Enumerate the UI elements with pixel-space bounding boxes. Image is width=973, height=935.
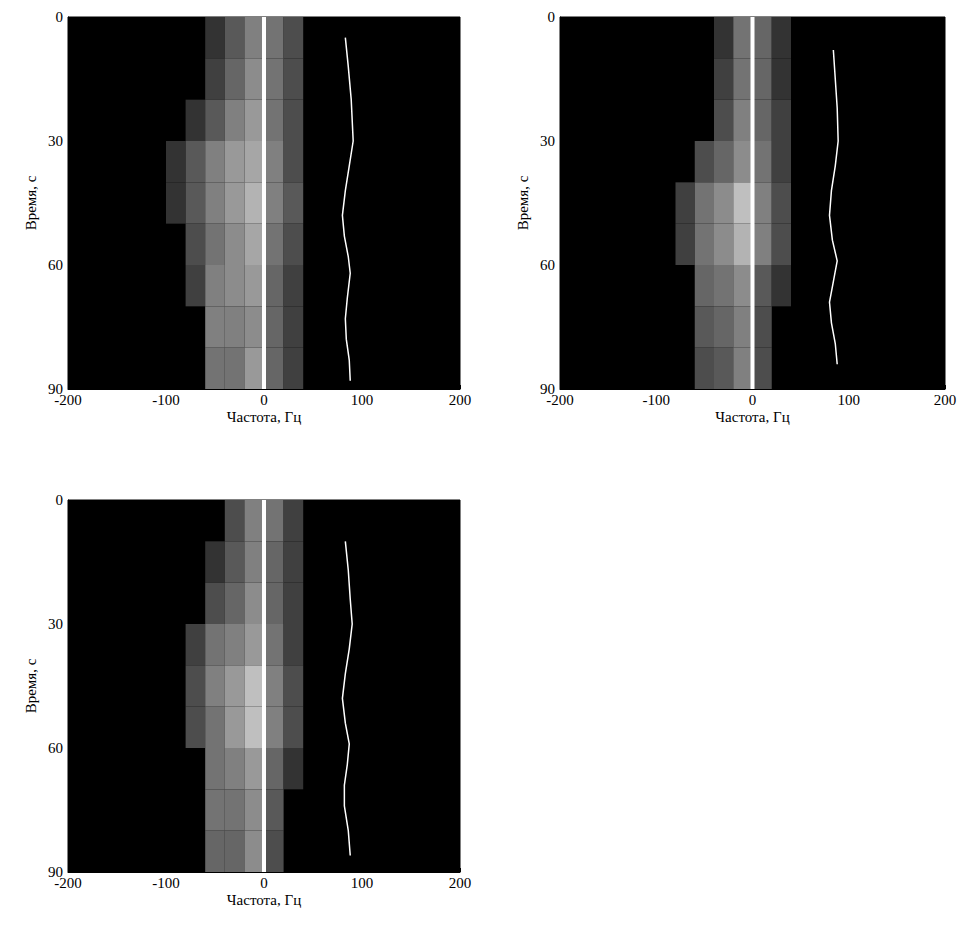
svg-text:30: 30: [48, 616, 63, 632]
svg-text:0: 0: [749, 392, 757, 408]
svg-text:100: 100: [351, 392, 374, 408]
svg-text:-200: -200: [54, 392, 82, 408]
svg-text:60: 60: [48, 257, 63, 273]
svg-text:Время, с: Время, с: [23, 175, 39, 230]
svg-text:Частота, Гц: Частота, Гц: [715, 409, 789, 425]
svg-text:200: 200: [449, 875, 472, 891]
svg-text:90: 90: [48, 381, 63, 397]
svg-text:0: 0: [56, 492, 64, 508]
svg-text:-200: -200: [54, 875, 82, 891]
svg-text:200: 200: [449, 392, 472, 408]
svg-text:0: 0: [260, 392, 268, 408]
svg-text:Частота, Гц: Частота, Гц: [227, 409, 301, 425]
svg-text:90: 90: [48, 864, 63, 880]
svg-text:Время, с: Время, с: [515, 175, 531, 230]
svg-text:0: 0: [548, 9, 556, 25]
svg-text:200: 200: [934, 392, 957, 408]
svg-text:0: 0: [260, 875, 268, 891]
svg-text:-100: -100: [643, 392, 671, 408]
svg-text:Частота, Гц: Частота, Гц: [227, 892, 301, 908]
svg-text:30: 30: [48, 133, 63, 149]
svg-text:-200: -200: [546, 392, 574, 408]
svg-text:-100: -100: [152, 392, 180, 408]
svg-text:30: 30: [540, 133, 555, 149]
svg-text:-100: -100: [152, 875, 180, 891]
svg-text:90: 90: [540, 381, 555, 397]
svg-text:100: 100: [838, 392, 861, 408]
svg-text:60: 60: [540, 257, 555, 273]
svg-text:100: 100: [351, 875, 374, 891]
svg-text:0: 0: [56, 9, 64, 25]
svg-text:60: 60: [48, 740, 63, 756]
svg-text:Время, с: Время, с: [23, 658, 39, 713]
